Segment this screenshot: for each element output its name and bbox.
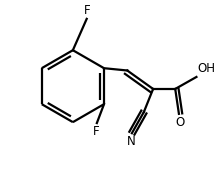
Text: O: O (175, 116, 185, 129)
Text: F: F (83, 4, 90, 17)
Text: F: F (93, 125, 99, 138)
Text: OH: OH (197, 63, 215, 75)
Text: N: N (127, 135, 135, 148)
